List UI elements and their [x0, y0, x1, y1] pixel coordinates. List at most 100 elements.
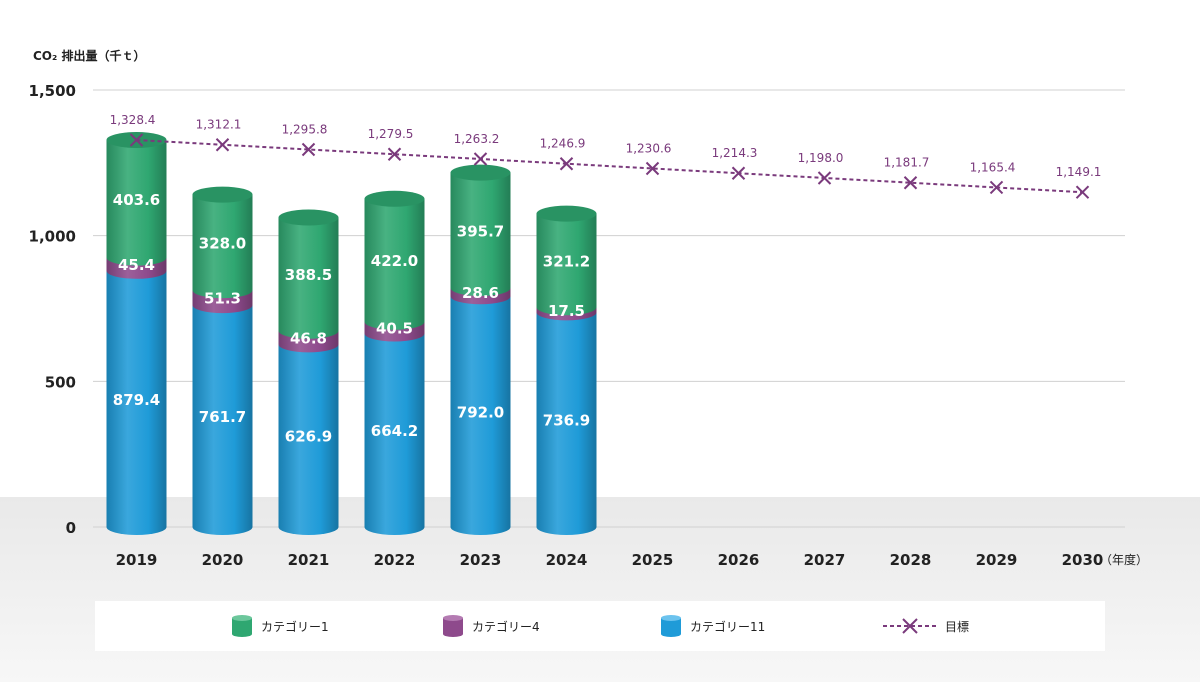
green-cylinder-icon [232, 615, 252, 637]
bar-segment-カテゴリー1 [278, 217, 339, 339]
x-tick-label: 2021 [288, 551, 330, 569]
data-label-カテゴリー11: 792.0 [457, 404, 504, 422]
y-tick-label: 500 [45, 373, 76, 391]
data-label-カテゴリー1: 388.5 [285, 266, 332, 284]
blue-cylinder-icon [661, 615, 681, 637]
bar-segment-カテゴリー1 [192, 194, 253, 299]
bar-segment-カテゴリー11 [192, 305, 253, 535]
purple-cylinder-icon [443, 615, 463, 637]
bar-segment-カテゴリー11 [278, 344, 339, 535]
bar-top-cap [278, 209, 339, 226]
target-label: 1,295.8 [282, 122, 328, 136]
x-tick-label: 2019 [116, 551, 158, 569]
data-label-カテゴリー1: 395.7 [457, 222, 504, 240]
data-label-カテゴリー11: 664.2 [371, 422, 418, 440]
legend-item-category-4: カテゴリー4 [442, 615, 540, 637]
bar-top-cap [450, 164, 511, 181]
x-unit-label: （年度） [1100, 552, 1148, 567]
x-tick-label: 2024 [546, 551, 588, 569]
target-label: 1,165.4 [970, 160, 1016, 174]
data-label-カテゴリー4: 28.6 [462, 284, 499, 302]
target-marker [387, 147, 402, 161]
bar-2020: 761.7 51.3 328.0 [192, 186, 253, 535]
target-marker [731, 166, 746, 180]
bar-segment-カテゴリー1 [364, 198, 425, 330]
x-tick-label: 2020 [202, 551, 244, 569]
target-label: 1,263.2 [454, 132, 500, 146]
y-tick-label: 1,500 [29, 82, 76, 100]
y-axis-title: CO₂ 排出量（千ｔ） [33, 48, 145, 63]
bar-segment-カテゴリー1 [106, 139, 167, 266]
target-label: 1,198.0 [798, 151, 844, 165]
x-tick-label: 2027 [804, 551, 846, 569]
bar-top-cap [536, 205, 597, 222]
target-label: 1,181.7 [884, 156, 930, 170]
bar-top-cap [364, 190, 425, 207]
bar-2019: 879.4 45.4 403.6 [106, 131, 167, 535]
data-label-カテゴリー11: 736.9 [543, 412, 590, 430]
bar-2022: 664.2 40.5 422.0 [364, 190, 425, 535]
bar-segment-カテゴリー11 [106, 270, 167, 535]
target-label: 1,312.1 [196, 118, 242, 132]
bar-2021: 626.9 46.8 388.5 [278, 209, 339, 535]
x-tick-label: 2023 [460, 551, 502, 569]
target-marker [1075, 185, 1090, 199]
bar-2023: 792.0 28.6 395.7 [450, 164, 511, 535]
target-label: 1,149.1 [1056, 165, 1102, 179]
target-label: 1,328.4 [110, 113, 156, 127]
target-marker [129, 133, 144, 147]
target-marker [903, 176, 918, 190]
bar-top-cap [192, 186, 253, 203]
bar-segment-カテゴリー1 [450, 172, 511, 296]
target-label: 1,279.5 [368, 127, 414, 141]
legend-label: カテゴリー11 [690, 619, 766, 634]
data-label-カテゴリー1: 328.0 [199, 234, 246, 252]
data-label-カテゴリー11: 879.4 [113, 391, 160, 409]
x-tick-label: 2026 [718, 551, 760, 569]
target-label: 1,230.6 [626, 141, 672, 155]
data-label-カテゴリー4: 46.8 [290, 330, 327, 348]
target-marker [559, 157, 574, 171]
bar-segment-カテゴリー1 [536, 213, 597, 316]
y-tick-label: 0 [66, 519, 76, 537]
legend-label: カテゴリー4 [472, 619, 540, 634]
target-marker [817, 171, 832, 185]
legend-label: カテゴリー1 [261, 619, 329, 634]
data-label-カテゴリー4: 40.5 [376, 320, 413, 338]
data-label-カテゴリー4: 17.5 [548, 302, 585, 320]
dashed-x-line-icon [883, 618, 937, 634]
bar-segment-カテゴリー11 [364, 333, 425, 535]
data-label-カテゴリー11: 761.7 [199, 408, 246, 426]
data-label-カテゴリー4: 51.3 [204, 290, 241, 308]
target-label: 1,214.3 [712, 146, 758, 160]
target-label: 1,246.9 [540, 137, 586, 151]
target-line-path [136, 138, 1083, 194]
legend-item-target: 目標 [883, 615, 969, 637]
data-label-カテゴリー4: 45.4 [118, 256, 155, 274]
bar-segment-カテゴリー11 [536, 312, 597, 535]
legend-label: 目標 [945, 619, 970, 634]
target-marker [645, 161, 660, 176]
bar-segment-カテゴリー11 [450, 296, 511, 535]
bar-2024: 736.9 17.5 321.2 [536, 205, 597, 535]
data-label-カテゴリー11: 626.9 [285, 428, 332, 446]
target-marker [215, 138, 230, 152]
legend-item-category-11: カテゴリー11 [660, 615, 765, 637]
x-tick-label: 2022 [374, 551, 416, 569]
y-tick-label: 1,000 [29, 228, 76, 246]
data-label-カテゴリー1: 321.2 [543, 252, 590, 270]
data-label-カテゴリー1: 422.0 [371, 252, 418, 270]
legend-item-category-1: カテゴリー1 [231, 615, 329, 637]
target-marker [301, 142, 316, 157]
legend: カテゴリー1 カテゴリー4 カテゴリー11 目標 [95, 601, 1105, 651]
x-tick-label: 2030 [1062, 551, 1104, 569]
target-marker [989, 180, 1004, 195]
x-tick-label: 2028 [890, 551, 932, 569]
x-tick-label: 2029 [976, 551, 1018, 569]
data-label-カテゴリー1: 403.6 [113, 191, 160, 209]
target-marker [473, 152, 488, 166]
x-tick-label: 2025 [632, 551, 674, 569]
lower-shade [0, 497, 1200, 682]
